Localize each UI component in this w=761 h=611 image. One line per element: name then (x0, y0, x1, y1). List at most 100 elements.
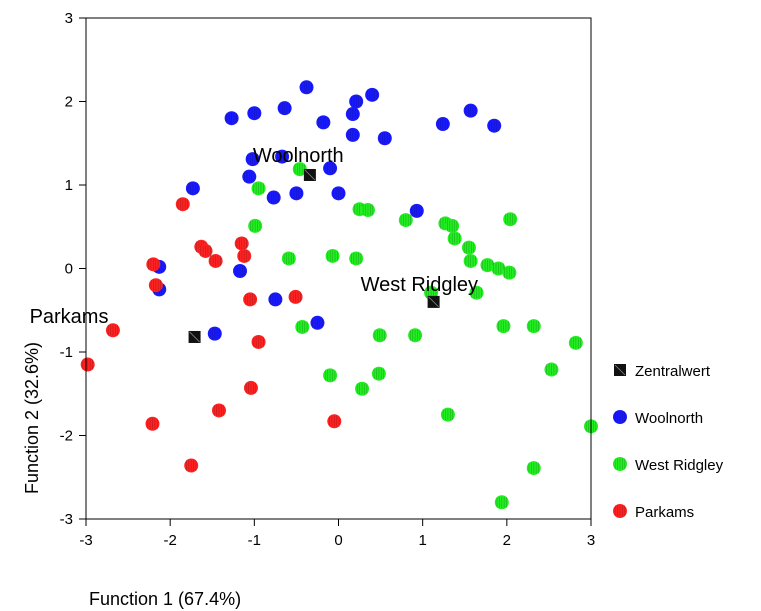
point-west-ridgley-24 (408, 328, 423, 343)
point-west-ridgley-9 (447, 231, 462, 246)
point-woolnorth-17 (185, 181, 200, 196)
centroid-label-west-ridgley: West Ridgley (361, 274, 478, 296)
point-woolnorth-19-fill (331, 186, 346, 201)
point-west-ridgley-22 (526, 319, 541, 334)
point-parkams-10 (105, 323, 120, 338)
y-axis-title: Function 2 (32.6%) (22, 342, 42, 494)
legend-marker-zentralwert (614, 364, 626, 376)
y-tick-label-0: -3 (60, 511, 73, 528)
point-west-ridgley-21 (496, 319, 511, 334)
point-woolnorth-13-fill (245, 152, 260, 167)
point-parkams-3 (234, 236, 249, 251)
point-woolnorth-2-fill (349, 94, 364, 109)
point-west-ridgley-12-fill (281, 251, 296, 266)
point-zentralwert-0 (303, 168, 316, 181)
point-parkams-7-fill (148, 278, 163, 293)
point-woolnorth-14-fill (275, 149, 290, 164)
y-tick-label-4: 1 (65, 177, 73, 194)
point-west-ridgley-17-fill (502, 265, 517, 280)
point-west-ridgley-13 (349, 251, 364, 266)
point-woolnorth-12 (377, 131, 392, 146)
point-parkams-13-fill (243, 380, 258, 395)
point-parkams-12 (80, 357, 95, 372)
point-west-ridgley-14-fill (463, 253, 478, 268)
point-woolnorth-27 (207, 326, 222, 341)
point-west-ridgley-26-fill (323, 368, 338, 383)
point-woolnorth-10 (487, 118, 502, 133)
point-parkams-10-fill (105, 323, 120, 338)
legend-marker-parkams (613, 504, 627, 518)
point-woolnorth-11-fill (345, 127, 360, 142)
point-parkams-6 (208, 253, 223, 268)
point-parkams-13 (243, 380, 258, 395)
point-west-ridgley-26 (323, 368, 338, 383)
point-parkams-2 (198, 243, 213, 258)
point-parkams-14-fill (211, 403, 226, 418)
y-tick-label-5: 2 (65, 94, 73, 111)
point-woolnorth-3-fill (345, 107, 360, 122)
point-parkams-4-fill (237, 248, 252, 263)
point-woolnorth-23-fill (233, 264, 248, 279)
axis-tick-labels: -3 -2 -1 0 1 2 3 -3 -2 -1 0 1 2 3 (60, 10, 596, 549)
point-parkams-11-fill (251, 334, 266, 349)
point-parkams-5 (146, 257, 161, 272)
point-west-ridgley-29-fill (355, 381, 370, 396)
centroid-label-parkams: Parkams (30, 306, 109, 328)
point-woolnorth-18 (289, 186, 304, 201)
legend-marker-zentralwert-hatch (614, 364, 626, 376)
y-tick-label-6: 3 (65, 10, 73, 27)
point-parkams-16-fill (145, 416, 160, 431)
x-tick-label-6: 3 (587, 532, 595, 549)
point-woolnorth-16-fill (242, 169, 257, 184)
point-west-ridgley-32-fill (526, 461, 541, 476)
point-parkams-0 (175, 197, 190, 212)
point-west-ridgley-0 (292, 162, 307, 177)
point-woolnorth-8 (316, 115, 331, 130)
point-west-ridgley-8 (503, 212, 518, 227)
point-woolnorth-10-fill (487, 118, 502, 133)
point-woolnorth-7 (224, 111, 239, 126)
point-parkams-6-fill (208, 253, 223, 268)
point-parkams-17 (184, 458, 199, 473)
point-zentralwert-0-hatch (304, 169, 316, 181)
point-woolnorth-16 (242, 169, 257, 184)
legend-marker-woolnorth-fill (613, 410, 627, 424)
point-woolnorth-0-fill (299, 80, 314, 95)
point-woolnorth-9-fill (435, 117, 450, 132)
point-west-ridgley-19-fill (469, 285, 484, 300)
point-parkams-15-fill (327, 414, 342, 429)
point-woolnorth-19 (331, 186, 346, 201)
point-west-ridgley-30-fill (440, 407, 455, 422)
point-west-ridgley-13-fill (349, 251, 364, 266)
point-woolnorth-23 (233, 264, 248, 279)
point-west-ridgley-3 (360, 203, 375, 218)
point-woolnorth-17-fill (185, 181, 200, 196)
point-woolnorth-15 (323, 161, 338, 176)
x-tick-label-3: 0 (334, 532, 342, 549)
point-woolnorth-8-fill (316, 115, 331, 130)
point-west-ridgley-14 (463, 253, 478, 268)
point-west-ridgley-25-fill (568, 335, 583, 350)
legend-label-woolnorth: Woolnorth (635, 410, 703, 427)
point-west-ridgley-0-fill (292, 162, 307, 177)
point-west-ridgley-10-fill (461, 240, 476, 255)
centroid-labels: Woolnorth West Ridgley Parkams (30, 145, 478, 328)
point-zentralwert-1 (427, 295, 440, 308)
x-tick-label-0: -3 (79, 532, 92, 549)
point-woolnorth-6-fill (247, 106, 262, 121)
point-west-ridgley-28 (544, 362, 559, 377)
point-parkams-7 (148, 278, 163, 293)
point-woolnorth-25 (268, 292, 283, 307)
point-west-ridgley-22-fill (526, 319, 541, 334)
point-west-ridgley-1 (251, 181, 266, 196)
point-woolnorth-12-fill (377, 131, 392, 146)
point-west-ridgley-11 (325, 248, 340, 263)
point-parkams-9 (288, 289, 303, 304)
point-west-ridgley-8-fill (503, 212, 518, 227)
point-west-ridgley-33-fill (494, 495, 509, 510)
point-west-ridgley-24-fill (408, 328, 423, 343)
point-west-ridgley-7 (248, 218, 263, 233)
point-woolnorth-14 (275, 149, 290, 164)
point-parkams-2-fill (198, 243, 213, 258)
point-woolnorth-20-fill (266, 190, 281, 205)
